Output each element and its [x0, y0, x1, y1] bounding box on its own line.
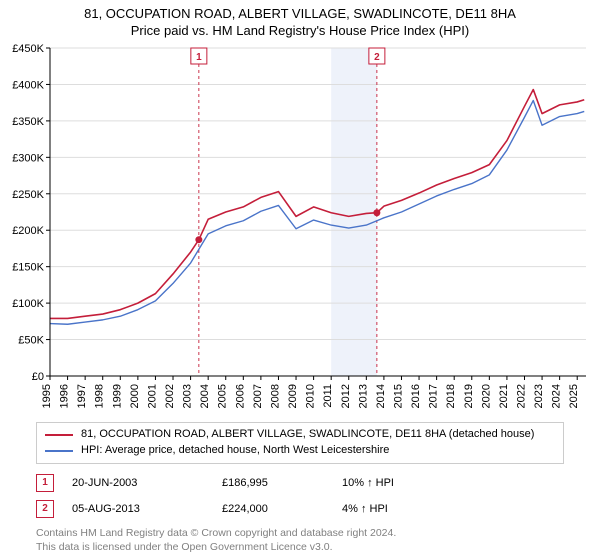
x-tick-label: 2016	[410, 384, 422, 408]
x-tick-label: 2013	[357, 384, 369, 408]
title-line-2: Price paid vs. HM Land Registry's House …	[0, 23, 600, 38]
x-tick-label: 1999	[111, 384, 123, 408]
x-tick-label: 2025	[568, 384, 580, 408]
x-tick-label: 2000	[129, 384, 141, 408]
sale-row-date: 20-JUN-2003	[72, 477, 222, 489]
y-tick-label: £350K	[12, 116, 44, 128]
series-blue	[50, 100, 584, 324]
sale-row-date: 05-AUG-2013	[72, 503, 222, 515]
x-tick-label: 2003	[182, 384, 194, 408]
legend-label: HPI: Average price, detached house, Nort…	[81, 443, 389, 459]
y-tick-label: £150K	[12, 262, 44, 274]
y-tick-label: £200K	[12, 225, 44, 237]
x-tick-label: 1996	[59, 384, 71, 408]
x-tick-label: 1997	[76, 384, 88, 408]
sale-row-marker: 1	[36, 474, 54, 492]
sale-marker-number: 2	[374, 52, 380, 63]
shaded-band	[331, 48, 377, 376]
sales-table: 1 20-JUN-2003£186,99510% ↑ HPI 2 05-AUG-201…	[36, 470, 564, 522]
y-tick-label: £450K	[12, 43, 44, 55]
legend-label: 81, OCCUPATION ROAD, ALBERT VILLAGE, SWA…	[81, 427, 534, 443]
y-tick-label: £300K	[12, 152, 44, 164]
x-tick-label: 2024	[551, 384, 563, 408]
x-tick-label: 2011	[322, 384, 334, 408]
series-red	[50, 90, 584, 319]
x-tick-label: 2001	[146, 384, 158, 408]
x-tick-label: 1995	[41, 384, 53, 408]
x-tick-label: 2019	[463, 384, 475, 408]
x-tick-label: 2010	[305, 384, 317, 408]
x-tick-label: 2014	[375, 384, 387, 408]
sale-row-price: £186,995	[222, 477, 342, 489]
x-tick-label: 2009	[287, 384, 299, 408]
y-tick-label: £100K	[12, 298, 44, 310]
x-tick-label: 2022	[515, 384, 527, 408]
x-tick-label: 2015	[392, 384, 404, 408]
x-tick-label: 2008	[269, 384, 281, 408]
y-tick-label: £250K	[12, 189, 44, 201]
line-chart: 1 2 £0 £50K £100K £150K £200K £250K £300K £350K £4…	[0, 38, 600, 418]
y-tick-label: £400K	[12, 79, 44, 91]
x-tick-label: 2007	[252, 384, 264, 408]
x-tick-label: 2005	[217, 384, 229, 408]
footer-line-1: Contains HM Land Registry data © Crown c…	[36, 526, 564, 540]
footer-line-2: This data is licensed under the Open Gov…	[36, 540, 564, 554]
x-tick-label: 2004	[199, 384, 211, 408]
x-tick-label: 2002	[164, 384, 176, 408]
chart-area: 1 2 £0 £50K £100K £150K £200K £250K £300K £350K £4…	[0, 38, 600, 418]
sale-row-delta: 4% ↑ HPI	[342, 503, 462, 515]
legend-item: HPI: Average price, detached house, Nort…	[45, 443, 555, 459]
x-tick-label: 2006	[234, 384, 246, 408]
sale-row-price: £224,000	[222, 503, 342, 515]
y-tick-label: £50K	[18, 335, 44, 347]
sale-row: 2 05-AUG-2013£224,0004% ↑ HPI	[36, 496, 564, 522]
legend-swatch	[45, 450, 73, 452]
legend-swatch	[45, 434, 73, 436]
x-tick-label: 2018	[445, 384, 457, 408]
x-tick-label: 1998	[94, 384, 106, 408]
x-tick-label: 2021	[498, 384, 510, 408]
sale-row: 1 20-JUN-2003£186,99510% ↑ HPI	[36, 470, 564, 496]
y-tick-label: £0	[32, 371, 44, 383]
sale-row-marker: 2	[36, 500, 54, 518]
chart-title: 81, OCCUPATION ROAD, ALBERT VILLAGE, SWA…	[0, 0, 600, 38]
sale-row-delta: 10% ↑ HPI	[342, 477, 462, 489]
x-tick-label: 2023	[533, 384, 545, 408]
x-tick-label: 2017	[428, 384, 440, 408]
title-line-1: 81, OCCUPATION ROAD, ALBERT VILLAGE, SWA…	[0, 6, 600, 21]
footer-note: Contains HM Land Registry data © Crown c…	[36, 526, 564, 554]
x-tick-label: 2012	[340, 384, 352, 408]
container: 81, OCCUPATION ROAD, ALBERT VILLAGE, SWA…	[0, 0, 600, 554]
legend-item: 81, OCCUPATION ROAD, ALBERT VILLAGE, SWA…	[45, 427, 555, 443]
x-tick-label: 2020	[480, 384, 492, 408]
legend: 81, OCCUPATION ROAD, ALBERT VILLAGE, SWA…	[36, 422, 564, 464]
sale-marker-number: 1	[196, 52, 202, 63]
